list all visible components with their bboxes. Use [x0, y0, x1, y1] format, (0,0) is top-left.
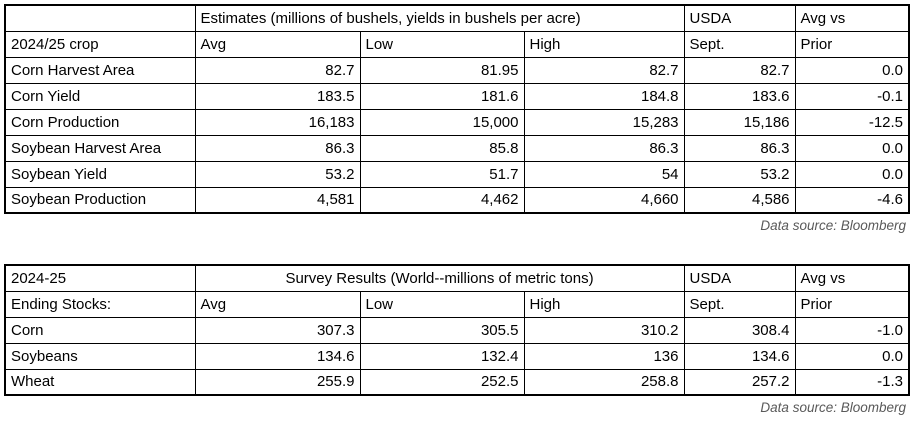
usda-header: USDA [683, 264, 796, 292]
estimates-table: Estimates (millions of bushels, yields i… [4, 4, 911, 214]
low-cell: 81.95 [359, 56, 525, 84]
high-cell: 184.8 [523, 82, 685, 110]
prior-diff-cell: -4.6 [794, 186, 910, 214]
ending-stocks-label: Ending Stocks: [4, 290, 196, 318]
avg-cell: 307.3 [194, 316, 361, 344]
usda-cell: 257.2 [683, 368, 796, 396]
survey-header-row-1: 2024-25 Survey Results (World--millions … [4, 264, 910, 292]
corner-cell [4, 4, 196, 32]
prior-diff-cell: -0.1 [794, 82, 910, 110]
high-cell: 86.3 [523, 134, 685, 162]
col-header-sept: Sept. [683, 30, 796, 58]
avg-cell: 4,581 [194, 186, 361, 214]
estimates-header-row-2: 2024/25 crop Avg Low High Sept. Prior [4, 30, 910, 58]
table-row: Soybean Harvest Area 86.3 85.8 86.3 86.3… [4, 134, 910, 162]
high-cell: 258.8 [523, 368, 685, 396]
table-row: Soybean Production 4,581 4,462 4,660 4,5… [4, 186, 910, 214]
table-row: Soybeans 134.6 132.4 136 134.6 0.0 [4, 342, 910, 370]
estimates-header-row-1: Estimates (millions of bushels, yields i… [4, 4, 910, 32]
survey-results-table: 2024-25 Survey Results (World--millions … [4, 264, 910, 396]
survey-header-row-2: Ending Stocks: Avg Low High Sept. Prior [4, 290, 910, 318]
usda-cell: 4,586 [683, 186, 796, 214]
data-source-note: Data source: Bloomberg [760, 400, 906, 415]
col-header-high: High [523, 30, 685, 58]
row-label: Corn Yield [4, 82, 196, 110]
prior-diff-cell: 0.0 [794, 134, 910, 162]
row-label: Soybean Harvest Area [4, 134, 196, 162]
high-cell: 136 [523, 342, 685, 370]
survey-title: Survey Results (World--millions of metri… [194, 264, 685, 292]
prior-diff-cell: -1.0 [794, 316, 910, 344]
usda-cell: 15,186 [683, 108, 796, 136]
row-label: Wheat [4, 368, 196, 396]
high-cell: 82.7 [523, 56, 685, 84]
avg-cell: 134.6 [194, 342, 361, 370]
table-row: Corn Production 16,183 15,000 15,283 15,… [4, 108, 910, 136]
high-cell: 54 [523, 160, 685, 188]
low-cell: 15,000 [359, 108, 525, 136]
prior-diff-cell: 0.0 [794, 56, 910, 84]
data-source-note: Data source: Bloomberg [760, 218, 906, 233]
avg-cell: 86.3 [194, 134, 361, 162]
row-label: Corn Harvest Area [4, 56, 196, 84]
estimates-title: Estimates (millions of bushels, yields i… [194, 4, 685, 32]
table-row: Corn Harvest Area 82.7 81.95 82.7 82.7 0… [4, 56, 910, 84]
crop-year-label: 2024/25 crop [4, 30, 196, 58]
crop-year-cell: 2024-25 [4, 264, 196, 292]
low-cell: 132.4 [359, 342, 525, 370]
table-row: Wheat 255.9 252.5 258.8 257.2 -1.3 [4, 368, 910, 396]
high-cell: 15,283 [523, 108, 685, 136]
avg-cell: 16,183 [194, 108, 361, 136]
usda-header: USDA [683, 4, 796, 32]
col-header-sept: Sept. [683, 290, 796, 318]
row-label: Soybean Yield [4, 160, 196, 188]
col-header-prior: Prior [794, 30, 910, 58]
prior-diff-cell: 0.0 [794, 342, 910, 370]
avg-cell: 53.2 [194, 160, 361, 188]
avg-cell: 255.9 [194, 368, 361, 396]
prior-diff-cell: -1.3 [794, 368, 910, 396]
low-cell: 252.5 [359, 368, 525, 396]
high-cell: 310.2 [523, 316, 685, 344]
survey-table-section: 2024-25 Survey Results (World--millions … [4, 264, 910, 415]
col-header-low: Low [359, 30, 525, 58]
col-header-avg: Avg [194, 290, 361, 318]
usda-cell: 53.2 [683, 160, 796, 188]
low-cell: 181.6 [359, 82, 525, 110]
col-header-low: Low [359, 290, 525, 318]
low-cell: 85.8 [359, 134, 525, 162]
row-label: Corn Production [4, 108, 196, 136]
usda-cell: 183.6 [683, 82, 796, 110]
usda-cell: 308.4 [683, 316, 796, 344]
usda-cell: 86.3 [683, 134, 796, 162]
col-header-avg: Avg [194, 30, 361, 58]
usda-cell: 134.6 [683, 342, 796, 370]
avg-vs-header: Avg vs [794, 4, 910, 32]
prior-diff-cell: 0.0 [794, 160, 910, 188]
table-row: Corn 307.3 305.5 310.2 308.4 -1.0 [4, 316, 910, 344]
col-header-prior: Prior [794, 290, 910, 318]
usda-cell: 82.7 [683, 56, 796, 84]
prior-diff-cell: -12.5 [794, 108, 910, 136]
high-cell: 4,660 [523, 186, 685, 214]
col-header-high: High [523, 290, 685, 318]
row-label: Soybeans [4, 342, 196, 370]
row-label: Corn [4, 316, 196, 344]
low-cell: 51.7 [359, 160, 525, 188]
avg-cell: 82.7 [194, 56, 361, 84]
low-cell: 305.5 [359, 316, 525, 344]
table-row: Corn Yield 183.5 181.6 184.8 183.6 -0.1 [4, 82, 910, 110]
row-label: Soybean Production [4, 186, 196, 214]
avg-vs-header: Avg vs [794, 264, 910, 292]
low-cell: 4,462 [359, 186, 525, 214]
table-row: Soybean Yield 53.2 51.7 54 53.2 0.0 [4, 160, 910, 188]
avg-cell: 183.5 [194, 82, 361, 110]
